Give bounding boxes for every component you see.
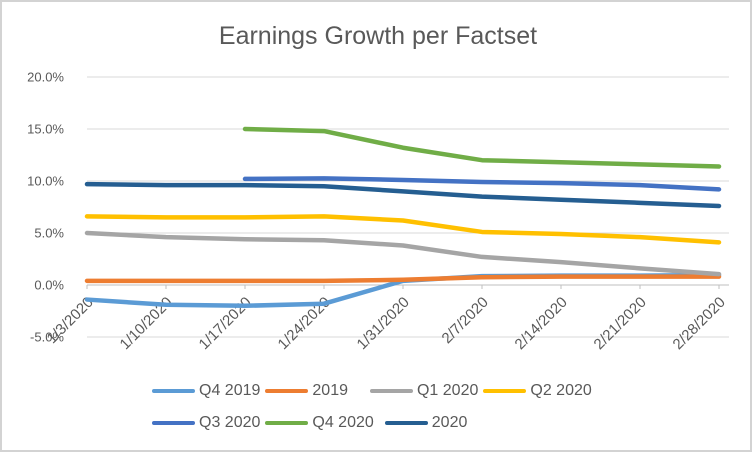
series-line-q1-2020 — [84, 230, 722, 277]
legend-item-q2-2020[interactable]: Q2 2020 — [483, 379, 592, 403]
legend-label: Q3 2020 — [199, 414, 261, 431]
series-line-2019 — [84, 274, 722, 284]
legend-item-q4-2019[interactable]: Q4 2019 — [152, 379, 260, 403]
legend-label: Q4 2019 — [199, 382, 261, 399]
x-tick-label: 1/17/2020 — [196, 294, 255, 353]
x-tick-label: 2/28/2020 — [670, 294, 729, 353]
y-tick-label: 10.0% — [27, 174, 64, 189]
y-tick-label: 5.0% — [34, 226, 64, 241]
legend-swatch-icon — [369, 388, 413, 394]
x-tick-label: 2/14/2020 — [512, 294, 571, 353]
legend-swatch-icon — [483, 388, 527, 394]
chart-legend: Q4 2019 2019 Q1 2020 Q2 2020 Q3 2020 Q4 2020 2… — [152, 379, 597, 435]
x-tick-label: 2/7/2020 — [439, 294, 492, 347]
legend-item-q1-2020[interactable]: Q1 2020 — [369, 379, 479, 403]
legend-label: Q4 2020 — [312, 414, 374, 431]
series-line-q2-2020 — [84, 214, 722, 245]
legend-row: Q3 2020 Q4 2020 2020 — [152, 411, 597, 435]
legend-label: Q1 2020 — [416, 382, 479, 399]
legend-item-2020[interactable]: 2020 — [384, 411, 468, 435]
legend-item-q4-2020[interactable]: Q4 2020 — [265, 411, 374, 435]
legend-swatch-icon — [265, 388, 309, 394]
legend-label: Q2 2020 — [530, 382, 592, 399]
legend-swatch-icon — [152, 420, 195, 426]
legend-swatch-icon — [152, 388, 195, 394]
legend-item-2019[interactable]: 2019 — [265, 379, 348, 403]
series-line-q3-2020 — [242, 176, 722, 192]
y-tick-label: 15.0% — [27, 122, 64, 137]
legend-swatch-icon — [265, 420, 309, 426]
legend-label: 2020 — [431, 414, 468, 431]
x-tick-label: 2/21/2020 — [591, 294, 650, 353]
chart-title: Earnings Growth per Factset — [218, 22, 538, 50]
legend-swatch-icon — [384, 420, 428, 426]
y-tick-label: -5.0% — [30, 330, 64, 345]
y-tick-label: 0.0% — [34, 278, 64, 293]
legend-label: 2019 — [312, 382, 348, 399]
legend-item-q3-2020[interactable]: Q3 2020 — [152, 411, 260, 435]
series-line-2020 — [84, 181, 722, 209]
x-tick-label: 1/31/2020 — [354, 294, 413, 353]
series-line-q4-2020 — [242, 126, 722, 169]
legend-row: Q4 2019 2019 Q1 2020 Q2 2020 — [152, 379, 597, 403]
y-tick-label: 20.0% — [27, 70, 64, 85]
